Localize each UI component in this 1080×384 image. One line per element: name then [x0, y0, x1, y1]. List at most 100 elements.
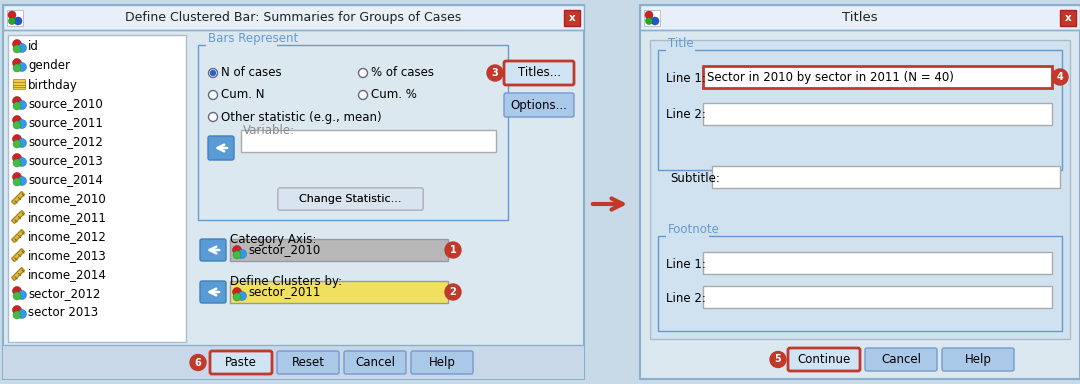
Bar [640, 5, 1080, 30]
Text: Sector in 2010 by sector in 2011 (N = 40): Sector in 2010 by sector in 2011 (N = 40… [707, 71, 954, 83]
FancyBboxPatch shape [208, 136, 234, 160]
Circle shape [208, 113, 217, 121]
Text: source_2014: source_2014 [28, 174, 103, 187]
FancyBboxPatch shape [504, 93, 573, 117]
Text: N of cases: N of cases [221, 66, 282, 79]
Text: Define Clusters by:: Define Clusters by: [230, 275, 342, 288]
Text: Help: Help [429, 356, 456, 369]
Text: Reset: Reset [292, 356, 324, 369]
Circle shape [17, 177, 27, 185]
Text: source_2012: source_2012 [28, 136, 103, 149]
Text: 6: 6 [194, 358, 201, 367]
Bar [230, 239, 448, 261]
Circle shape [13, 172, 22, 182]
Circle shape [208, 91, 217, 99]
Circle shape [13, 58, 22, 68]
Circle shape [13, 45, 21, 53]
Bar [241, 130, 496, 152]
Circle shape [17, 291, 27, 300]
Text: source_2010: source_2010 [28, 98, 103, 111]
Circle shape [646, 18, 652, 25]
Circle shape [13, 40, 22, 48]
Text: Cum. N: Cum. N [221, 88, 265, 101]
Text: Cum. %: Cum. % [372, 88, 417, 101]
Circle shape [13, 159, 21, 167]
Circle shape [13, 306, 22, 314]
Bar [13, 79, 25, 89]
FancyBboxPatch shape [504, 61, 573, 85]
Bar [703, 66, 1052, 88]
Circle shape [211, 71, 216, 76]
Bar [230, 281, 448, 303]
Circle shape [13, 64, 21, 72]
FancyBboxPatch shape [942, 348, 1014, 371]
Bar [564, 10, 580, 26]
Text: Line 1:: Line 1: [666, 71, 706, 84]
Circle shape [13, 292, 21, 300]
Circle shape [13, 96, 22, 106]
Text: 2: 2 [449, 287, 457, 297]
Text: sector_2011: sector_2011 [248, 285, 321, 298]
FancyBboxPatch shape [345, 351, 406, 374]
Circle shape [13, 286, 22, 296]
Bar [666, 45, 696, 55]
Text: Cancel: Cancel [355, 356, 395, 369]
Text: Line 1:: Line 1: [666, 258, 706, 270]
FancyBboxPatch shape [200, 239, 226, 261]
FancyArrow shape [12, 268, 25, 280]
Circle shape [233, 251, 241, 259]
Bar [3, 5, 584, 30]
Text: Line 2:: Line 2: [666, 109, 706, 121]
Text: Define Clustered Bar: Summaries for Groups of Cases: Define Clustered Bar: Summaries for Grou… [125, 11, 461, 24]
Circle shape [17, 63, 27, 71]
Circle shape [17, 119, 27, 129]
Bar [198, 45, 508, 220]
Text: Footnote: Footnote [669, 223, 720, 236]
Text: Other statistic (e.g., mean): Other statistic (e.g., mean) [221, 111, 381, 124]
Text: source_2013: source_2013 [28, 154, 103, 167]
Circle shape [238, 250, 246, 258]
Bar [3, 345, 584, 379]
Text: Titles...: Titles... [517, 66, 561, 79]
Circle shape [13, 102, 21, 110]
Text: Category Axis:: Category Axis: [230, 232, 316, 245]
Circle shape [208, 68, 217, 78]
Circle shape [17, 43, 27, 53]
Bar [666, 231, 710, 241]
Text: source_2011: source_2011 [28, 116, 103, 129]
Text: Help: Help [964, 353, 991, 366]
Text: birthday: birthday [28, 78, 78, 91]
Bar [1059, 10, 1076, 26]
Circle shape [17, 101, 27, 109]
Text: Variable:: Variable: [243, 124, 295, 136]
Bar [658, 50, 1062, 170]
FancyArrow shape [12, 230, 25, 242]
Circle shape [13, 140, 21, 148]
Circle shape [645, 11, 653, 19]
Bar [640, 5, 1080, 379]
Text: 3: 3 [491, 68, 498, 78]
Text: sector 2013: sector 2013 [28, 306, 98, 319]
Text: Titles: Titles [842, 11, 878, 24]
Text: Options...: Options... [511, 99, 567, 111]
Circle shape [445, 284, 461, 300]
Text: gender: gender [28, 60, 70, 73]
Circle shape [359, 91, 367, 99]
Circle shape [359, 68, 367, 78]
FancyBboxPatch shape [865, 348, 937, 371]
Circle shape [651, 17, 659, 25]
Text: Bars Represent: Bars Represent [208, 32, 298, 45]
Text: 4: 4 [1056, 72, 1064, 82]
FancyBboxPatch shape [276, 351, 339, 374]
Bar [658, 236, 1062, 331]
Bar [703, 103, 1052, 125]
Circle shape [9, 18, 15, 25]
Text: Title: Title [669, 37, 693, 50]
Text: income_2013: income_2013 [28, 250, 107, 263]
Circle shape [13, 178, 21, 186]
Circle shape [238, 291, 246, 301]
Bar [650, 40, 1070, 339]
Circle shape [13, 154, 22, 162]
Bar [703, 252, 1052, 274]
Text: Subtitle:: Subtitle: [670, 172, 720, 184]
